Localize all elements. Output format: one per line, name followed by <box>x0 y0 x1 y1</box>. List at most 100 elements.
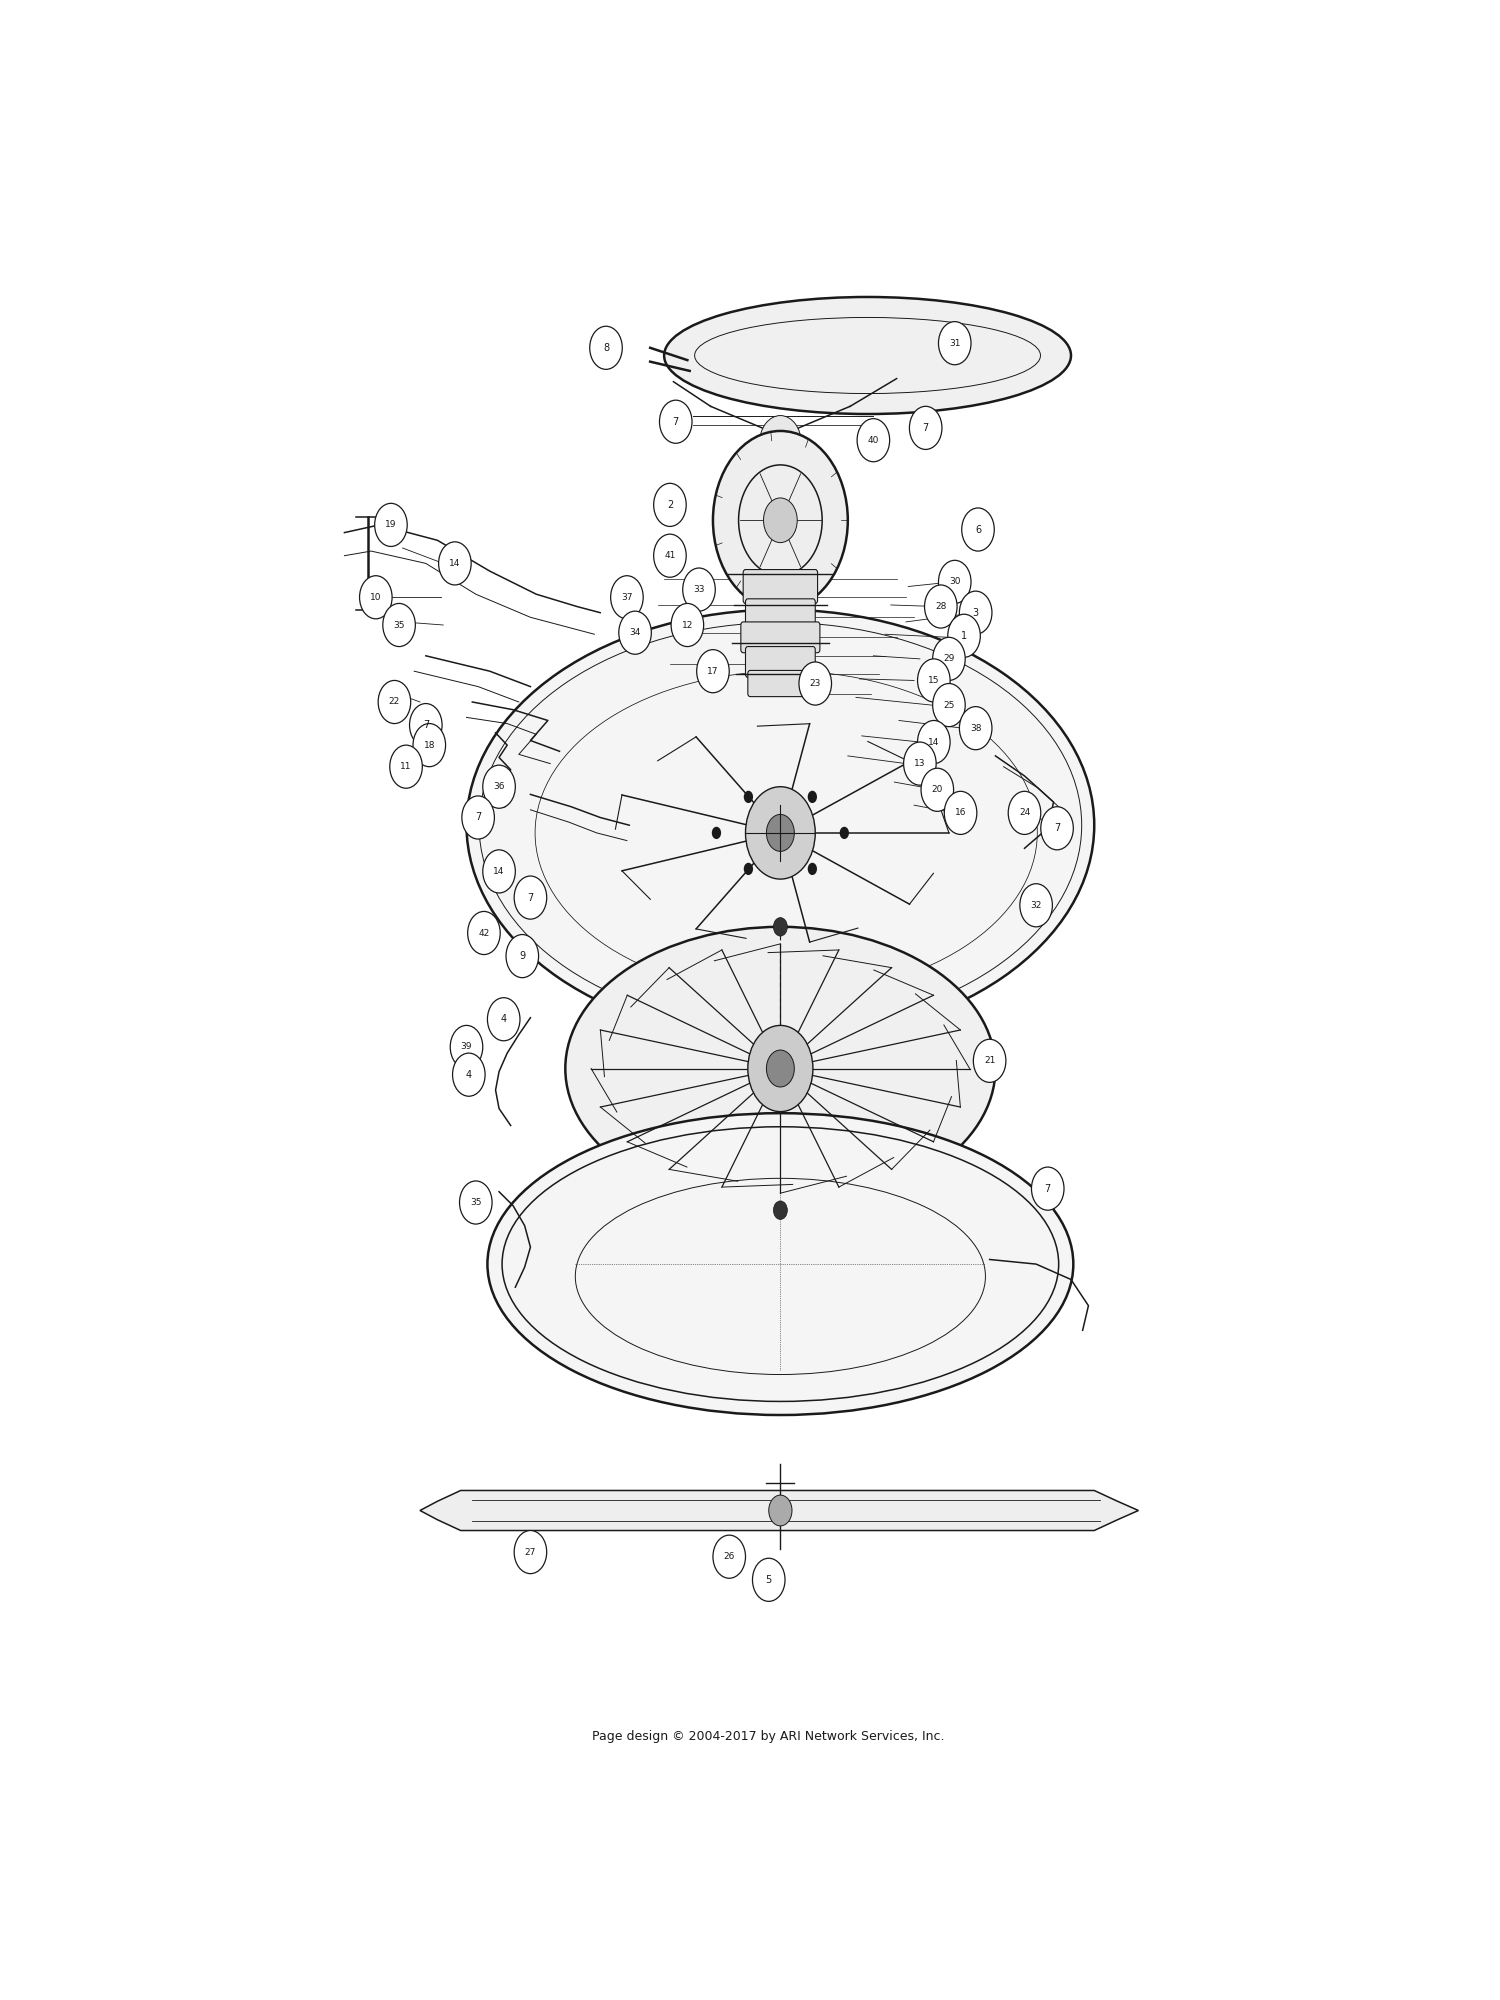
Circle shape <box>768 1496 792 1526</box>
Text: 12: 12 <box>681 620 693 630</box>
Circle shape <box>807 862 818 876</box>
Text: 32: 32 <box>1030 900 1042 910</box>
Text: 38: 38 <box>970 724 981 732</box>
Circle shape <box>483 766 516 808</box>
Text: 35: 35 <box>470 1198 482 1206</box>
Text: 30: 30 <box>950 578 960 586</box>
Text: 42: 42 <box>478 928 489 938</box>
Text: 7: 7 <box>423 720 429 730</box>
Text: 7: 7 <box>528 892 534 902</box>
Text: 10: 10 <box>370 592 381 602</box>
Circle shape <box>764 498 796 542</box>
Circle shape <box>696 650 729 692</box>
Circle shape <box>682 568 716 612</box>
Text: 14: 14 <box>928 738 939 746</box>
Circle shape <box>654 484 686 526</box>
Text: 8: 8 <box>603 342 609 352</box>
Circle shape <box>453 1054 484 1096</box>
Circle shape <box>960 706 992 750</box>
Circle shape <box>590 326 622 370</box>
Text: 7: 7 <box>1054 824 1060 834</box>
Text: 23: 23 <box>810 680 820 688</box>
Circle shape <box>766 1050 795 1088</box>
Circle shape <box>746 786 816 880</box>
Text: 13: 13 <box>914 760 926 768</box>
Circle shape <box>753 1558 784 1602</box>
Circle shape <box>933 684 964 726</box>
Text: 25: 25 <box>944 700 954 710</box>
Circle shape <box>712 1536 746 1578</box>
FancyBboxPatch shape <box>742 570 818 604</box>
Text: 35: 35 <box>393 620 405 630</box>
Circle shape <box>856 418 889 462</box>
Text: 5: 5 <box>765 1574 772 1584</box>
Circle shape <box>514 1530 546 1574</box>
Circle shape <box>744 790 753 804</box>
Circle shape <box>1032 1168 1064 1210</box>
Text: 14: 14 <box>448 558 460 568</box>
Circle shape <box>774 918 788 936</box>
Text: 24: 24 <box>1019 808 1031 818</box>
Text: 29: 29 <box>944 654 954 664</box>
Text: 19: 19 <box>386 520 396 530</box>
Circle shape <box>712 430 848 610</box>
Circle shape <box>924 584 957 628</box>
Circle shape <box>620 612 651 654</box>
Circle shape <box>807 790 818 804</box>
Text: 36: 36 <box>494 782 506 792</box>
Text: 41: 41 <box>664 552 675 560</box>
Circle shape <box>670 604 704 646</box>
Text: 28: 28 <box>934 602 946 612</box>
Circle shape <box>939 560 970 604</box>
Circle shape <box>945 792 976 834</box>
Circle shape <box>506 934 538 978</box>
Text: 7: 7 <box>672 416 680 426</box>
Ellipse shape <box>566 926 996 1210</box>
Text: 6: 6 <box>975 524 981 534</box>
Circle shape <box>840 826 849 840</box>
Text: 34: 34 <box>630 628 640 638</box>
Circle shape <box>382 604 416 646</box>
Text: 21: 21 <box>984 1056 996 1066</box>
Circle shape <box>800 662 831 706</box>
Text: 31: 31 <box>950 338 960 348</box>
Circle shape <box>488 998 520 1040</box>
Circle shape <box>413 724 446 766</box>
Circle shape <box>766 814 795 852</box>
Circle shape <box>483 850 516 892</box>
Circle shape <box>909 406 942 450</box>
Text: 33: 33 <box>693 586 705 594</box>
Text: 2: 2 <box>668 500 674 510</box>
Circle shape <box>438 542 471 584</box>
Text: 22: 22 <box>388 698 400 706</box>
Text: Page design © 2004-2017 by ARI Network Services, Inc.: Page design © 2004-2017 by ARI Network S… <box>592 1730 945 1744</box>
Text: 9: 9 <box>519 952 525 962</box>
Text: 17: 17 <box>706 666 718 676</box>
Circle shape <box>378 680 411 724</box>
Circle shape <box>960 592 992 634</box>
Circle shape <box>962 508 994 552</box>
Circle shape <box>748 1026 813 1112</box>
Text: 18: 18 <box>423 740 435 750</box>
FancyBboxPatch shape <box>746 646 816 678</box>
Circle shape <box>759 416 801 470</box>
Text: 1: 1 <box>962 630 968 640</box>
Circle shape <box>459 1180 492 1224</box>
FancyBboxPatch shape <box>746 598 816 626</box>
Text: 27: 27 <box>525 1548 536 1556</box>
Circle shape <box>610 576 644 618</box>
Circle shape <box>514 876 546 920</box>
Text: 14: 14 <box>494 866 504 876</box>
Text: 16: 16 <box>956 808 966 818</box>
Circle shape <box>903 742 936 786</box>
Text: 11: 11 <box>400 762 412 772</box>
Text: 20: 20 <box>932 786 944 794</box>
Text: 7: 7 <box>1044 1184 1052 1194</box>
Circle shape <box>774 1200 788 1220</box>
Text: 4: 4 <box>501 1014 507 1024</box>
Text: 26: 26 <box>723 1552 735 1562</box>
Circle shape <box>974 1040 1006 1082</box>
Text: 7: 7 <box>922 422 928 432</box>
Circle shape <box>410 704 442 746</box>
Circle shape <box>948 614 981 658</box>
